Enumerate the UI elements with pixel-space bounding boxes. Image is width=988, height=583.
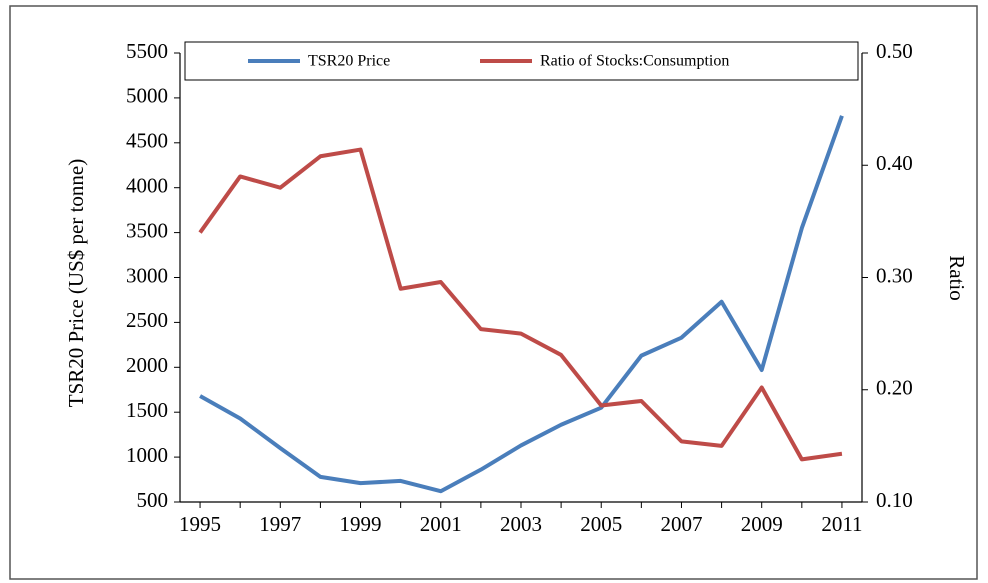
y-tick-label: 4500 [126,129,168,153]
x-tick-label: 2007 [660,512,702,536]
x-tick-label: 1997 [259,512,301,536]
y-tick-label: 2000 [126,353,168,377]
y-tick-label: 500 [137,488,169,512]
series-line [199,115,844,494]
x-tick-label: 2011 [821,512,862,536]
legend-label: TSR20 Price [308,53,390,70]
series-line [198,147,843,462]
frame [9,5,978,580]
y-axis-title: TSR20 Price (US$ per tonne) [64,159,88,407]
y-tick-label: 5000 [126,84,168,108]
y-tick-label: 2500 [126,308,168,332]
y2-tick-label: 0.30 [876,263,913,287]
x-tick-label: 2001 [420,512,462,536]
y-tick-label: 5500 [126,39,168,63]
y2-tick-label: 0.50 [876,39,913,63]
y-tick-label: 1500 [126,398,168,422]
y2-tick-label: 0.40 [876,151,913,175]
x-tick-label: 2003 [500,512,542,536]
y2-tick-label: 0.10 [876,488,913,512]
x-tick-label: 1999 [340,512,382,536]
y-tick-label: 3000 [126,263,168,287]
y2-axis-title: Ratio [945,255,969,301]
x-tick-label: 2005 [580,512,622,536]
y-tick-label: 4000 [126,174,168,198]
x-tick-label: 1995 [179,512,221,536]
y-tick-label: 1000 [126,443,168,467]
y-tick-label: 3500 [126,218,168,242]
legend-label: Ratio of Stocks:Consumption [540,53,729,70]
y2-tick-label: 0.20 [876,376,913,400]
x-tick-label: 2009 [741,512,783,536]
